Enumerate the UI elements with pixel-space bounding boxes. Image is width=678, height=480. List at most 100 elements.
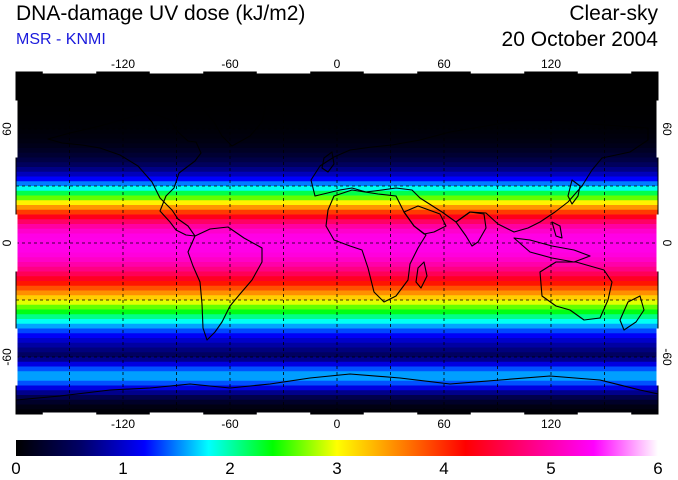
uv-field-band (16, 290, 658, 296)
uv-field-band (16, 266, 658, 273)
coast-indonesia (513, 237, 591, 263)
lat-labels-left: 60 0 -60 (0, 122, 14, 366)
uv-field-band (16, 219, 658, 225)
uv-field-band (16, 380, 658, 387)
uv-field-band (16, 114, 658, 121)
lat-label-left: -60 (0, 348, 14, 366)
lat-label-left: 60 (0, 122, 14, 136)
lat-labels-right: 60 0 -60 (660, 122, 674, 366)
frame-tick (656, 328, 660, 386)
uv-field-band (16, 133, 658, 140)
uv-field-band (16, 333, 658, 339)
uv-field-band (16, 228, 658, 235)
coast-antarctica (16, 373, 658, 401)
frame-tick (363, 412, 418, 416)
lon-labels-top: -120 -60 0 60 120 (111, 57, 561, 71)
lon-label-top: -60 (221, 57, 239, 71)
frame-tick (14, 214, 18, 272)
uv-field-band (16, 409, 658, 414)
colorbar-label: 5 (546, 459, 555, 478)
credit-label: MSR - KNMI (16, 31, 106, 48)
coast-india (455, 211, 487, 247)
lon-label-bottom: 0 (334, 417, 341, 431)
uv-field-band (16, 129, 658, 135)
coast-south-america (187, 226, 263, 341)
lat-label-right: -60 (660, 348, 674, 366)
coast-arabia (403, 205, 447, 235)
coast-new-zealand (619, 295, 645, 331)
frame-tick (470, 412, 525, 416)
coast-north-america (47, 111, 202, 237)
uv-field-band (16, 86, 658, 92)
frame-tick (256, 70, 311, 74)
uv-field-band (16, 205, 658, 211)
frame-tick (470, 70, 525, 74)
uv-field-band (16, 200, 658, 206)
frame-tick (256, 412, 311, 416)
lon-label-bottom: -120 (111, 417, 135, 431)
lon-label-top: -120 (111, 57, 135, 71)
colorbar (16, 440, 658, 456)
lon-label-bottom: 60 (437, 417, 451, 431)
uv-field-band (16, 361, 658, 368)
uv-field-band (16, 314, 658, 320)
uv-field-band (16, 271, 658, 277)
frame-tick (577, 412, 632, 416)
colorbar-labels: 0 1 2 3 4 5 6 (11, 459, 662, 478)
lon-label-top: 60 (437, 57, 451, 71)
uv-field-band (16, 105, 658, 111)
uv-field-band (16, 357, 658, 363)
uv-field-band (16, 157, 658, 163)
colorbar-label: 3 (332, 459, 341, 478)
coast-greenland (201, 99, 267, 147)
coast-australia (539, 261, 613, 321)
uv-field-band (16, 138, 658, 144)
frame-tick (42, 70, 97, 74)
frame-tick (42, 412, 97, 416)
uv-field-band (16, 319, 658, 325)
uv-field-band (16, 366, 658, 372)
coast-eurasia (310, 119, 649, 233)
colorbar-label: 0 (11, 459, 20, 478)
frame-tick (363, 70, 418, 74)
frame-tick (14, 100, 18, 158)
uv-field-band (16, 181, 658, 187)
lon-label-bottom: -60 (221, 417, 239, 431)
lon-labels-bottom: -120 -60 0 60 120 (111, 417, 561, 431)
uv-field-band (16, 338, 658, 344)
date-label: 20 October 2004 (501, 28, 658, 51)
frame-tick (656, 100, 660, 158)
lon-label-top: 0 (334, 57, 341, 71)
lat-label-right: 0 (660, 240, 674, 247)
uv-field-band (16, 110, 658, 116)
coastlines (16, 99, 658, 401)
lon-label-bottom: 120 (541, 417, 561, 431)
gridlines (16, 72, 658, 414)
frame-ticks (14, 70, 660, 416)
uv-field-band (16, 404, 658, 410)
uv-field-band (16, 243, 658, 249)
coast-madagascar (415, 261, 428, 289)
uv-field-band (16, 342, 658, 349)
frame-tick (149, 70, 204, 74)
frame-tick (577, 70, 632, 74)
uv-field-band (16, 252, 658, 258)
uv-field-band (16, 295, 658, 301)
frame-tick (656, 214, 660, 272)
sky-condition-label: Clear-sky (569, 2, 658, 25)
colorbar-label: 6 (653, 459, 662, 478)
colorbar-label: 1 (118, 459, 127, 478)
uv-field-band (16, 385, 658, 391)
uv-field-band (16, 176, 658, 182)
uv-field-band (16, 224, 658, 230)
lat-label-right: 60 (660, 122, 674, 136)
colorbar-label: 2 (225, 459, 234, 478)
frame-tick (149, 412, 204, 416)
uv-field-band (16, 247, 658, 254)
colorbar-label: 4 (439, 459, 448, 478)
lon-label-top: 120 (541, 57, 561, 71)
coast-britain (321, 151, 335, 173)
lat-label-left: 0 (0, 239, 14, 246)
map-title: DNA-damage UV dose (kJ/m2) (16, 2, 306, 25)
